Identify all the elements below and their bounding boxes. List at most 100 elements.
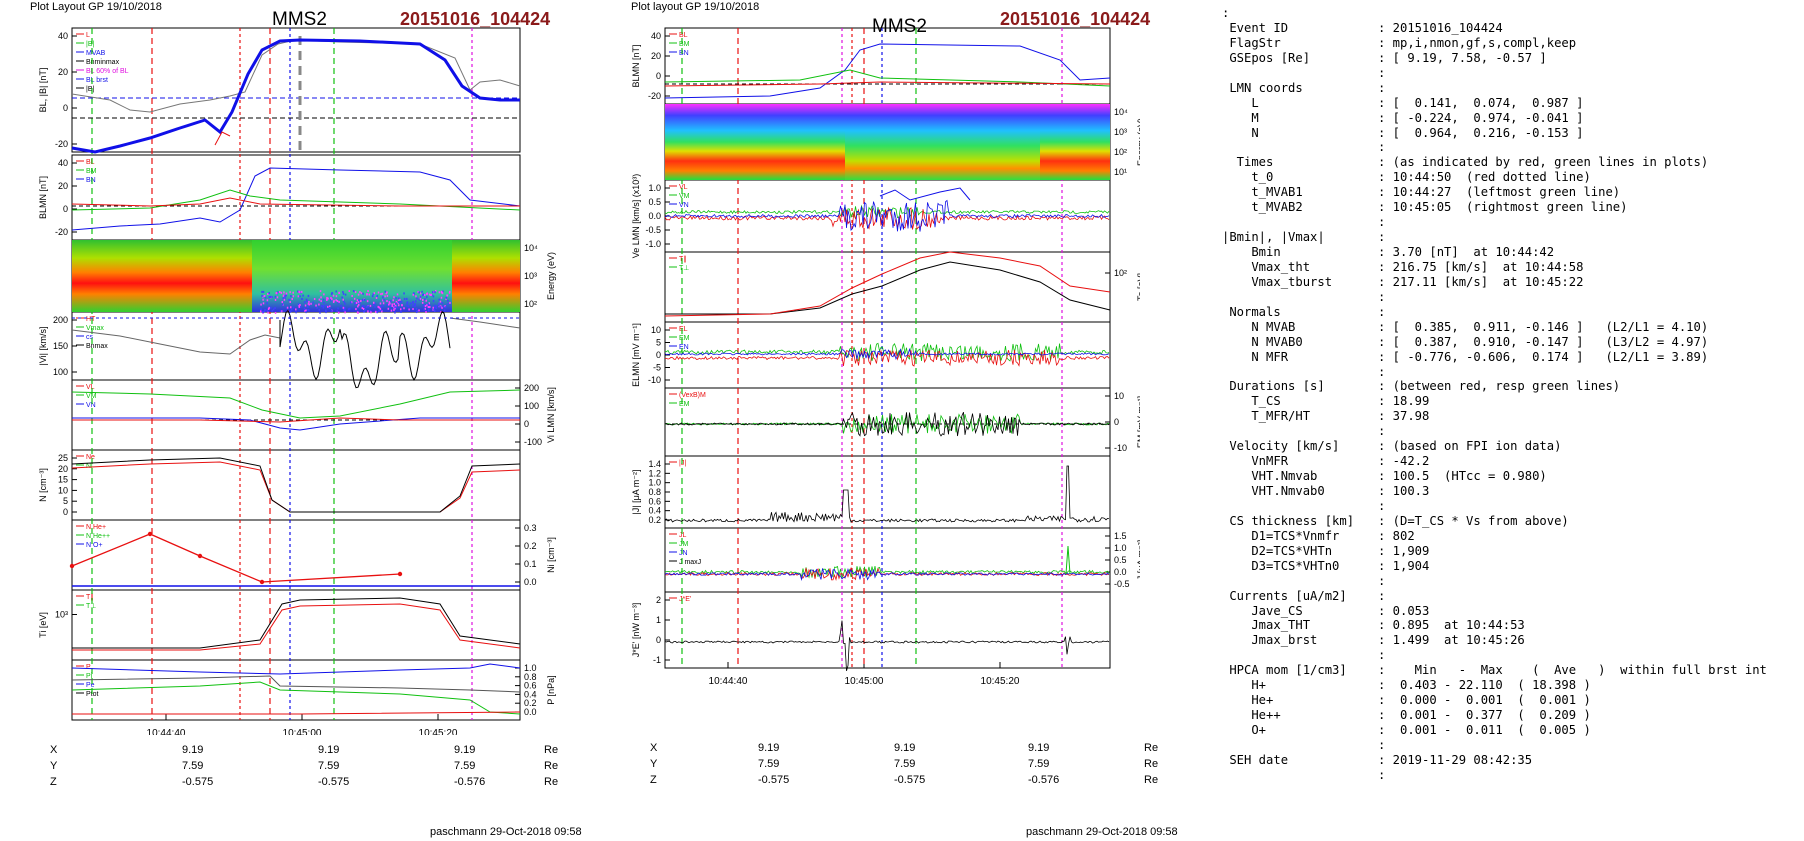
spectrogram-pixel bbox=[363, 298, 366, 301]
position-label: Y bbox=[50, 760, 58, 772]
spectrogram-pixel bbox=[434, 304, 436, 307]
y-tick-label: 10² bbox=[1114, 268, 1127, 278]
spectrogram-pixel bbox=[372, 293, 375, 296]
info-value: : bbox=[1378, 498, 1386, 513]
info-line: FlagStr: mp,i,nmon,gf,s,compl,keep bbox=[1222, 36, 1767, 51]
spectrogram-pixel bbox=[362, 292, 364, 295]
info-value: : 0.000 - 0.001 ( 0.001 ) bbox=[1378, 693, 1591, 708]
spectrogram-pixel bbox=[328, 307, 331, 310]
spectrogram-pixel bbox=[361, 305, 364, 308]
panel-1: 40 20 0 -20 BL, |B| [nT] L |B| MVAB Bnminmax BL 6… bbox=[38, 27, 521, 153]
legend-entry: Bnmax bbox=[86, 343, 108, 350]
y-axis-label: ELMN [mV m⁻¹] bbox=[631, 323, 641, 387]
spectrogram-pixel bbox=[280, 291, 283, 294]
y-tick-label: 1.4 bbox=[648, 459, 661, 469]
spectrogram-pixel bbox=[305, 311, 307, 314]
spectrogram-pixel bbox=[274, 311, 277, 314]
y-tick-label: 200 bbox=[53, 315, 68, 325]
spectrogram-pixel bbox=[421, 301, 424, 304]
info-line: N MVAB0: [ 0.387, 0.910, -0.147 ] (L3/L2… bbox=[1222, 335, 1767, 350]
spectrogram-pixel bbox=[442, 290, 444, 293]
legend-entry: T∥ bbox=[86, 593, 94, 601]
vl-peak bbox=[879, 187, 971, 201]
spectrogram-pixel bbox=[441, 302, 443, 305]
spectrogram-pixel bbox=[307, 306, 309, 309]
spectrogram-pixel bbox=[336, 309, 338, 312]
position-value: 7.59 bbox=[454, 760, 476, 772]
info-line: VnMFR: -42.2 bbox=[1222, 454, 1767, 469]
y-tick-label: 5 bbox=[656, 338, 661, 348]
spectrogram-pixel bbox=[374, 310, 377, 313]
legend-entry: N He+ bbox=[86, 524, 106, 531]
spectrogram-pixel bbox=[432, 308, 434, 311]
spectrogram-pixel bbox=[352, 290, 355, 293]
spectrogram-pixel bbox=[393, 309, 395, 312]
panel-frame bbox=[664, 251, 1111, 323]
position-value: -0.575 bbox=[758, 774, 790, 786]
je-trace bbox=[664, 620, 1110, 672]
info-value: : bbox=[1378, 737, 1386, 752]
b-magnitude-trace bbox=[71, 39, 521, 113]
legend-entry: J*E' bbox=[679, 596, 691, 603]
info-value: : [ 0.141, 0.074, 0.987 ] bbox=[1378, 95, 1584, 110]
t-parallel-trace bbox=[72, 603, 521, 651]
info-line: : bbox=[1222, 6, 1767, 21]
y-tick-label: 150 bbox=[53, 341, 68, 351]
spectrogram-pixel bbox=[371, 295, 374, 298]
info-key: Jave_CS bbox=[1222, 603, 1303, 618]
info-key: L bbox=[1222, 95, 1259, 110]
minor-ion-panel-traces bbox=[69, 531, 520, 587]
spectrogram-pixel bbox=[289, 310, 292, 313]
spectrogram-pixel bbox=[262, 311, 265, 314]
spectrogram-pixel bbox=[298, 305, 301, 308]
left-plot-title: MMS2 bbox=[272, 9, 327, 30]
info-line: T_MFR/HT: 37.98 bbox=[1222, 409, 1767, 424]
spectrogram-pixel bbox=[439, 300, 442, 303]
spectrogram-pixel bbox=[283, 291, 285, 294]
spectrogram-pixel bbox=[316, 306, 318, 309]
position-value: 9.19 bbox=[454, 744, 476, 756]
spectrogram-magnetosheath bbox=[452, 240, 520, 312]
y-tick-label: 1.0 bbox=[648, 478, 661, 488]
info-key: Durations [s] bbox=[1222, 379, 1325, 394]
y-tick-label: 10⁴ bbox=[1114, 107, 1128, 117]
info-line: : bbox=[1222, 648, 1767, 663]
y-tick-label: 0.0 bbox=[524, 577, 537, 587]
info-line: Jmax_brst: 1.499 at 10:45:26 bbox=[1222, 633, 1767, 648]
spectrogram-pixel bbox=[389, 304, 392, 307]
spectrogram-pixel bbox=[322, 298, 325, 301]
spectrogram-pixel bbox=[342, 308, 345, 311]
vi-panel-traces bbox=[71, 309, 521, 389]
spectrogram-pixel bbox=[395, 302, 398, 305]
panel-frame bbox=[71, 379, 521, 451]
bl-trace bbox=[664, 43, 1111, 99]
position-row: Y 7.59 7.59 7.59 Re bbox=[650, 758, 1190, 774]
spectrogram-pixel bbox=[318, 298, 321, 301]
spectrogram-pixel bbox=[445, 297, 447, 300]
spectrogram-pixel bbox=[381, 310, 383, 313]
info-value: : 0.895 at 10:44:53 bbox=[1378, 618, 1525, 633]
info-key: t_MVAB2 bbox=[1222, 200, 1303, 215]
info-key: GSEpos [Re] bbox=[1222, 50, 1311, 65]
spectrogram-pixel bbox=[375, 297, 378, 300]
spectrogram-pixel bbox=[369, 310, 372, 313]
info-value: : 0.001 - 0.011 ( 0.005 ) bbox=[1378, 723, 1591, 737]
spectrogram-pixel bbox=[343, 306, 346, 309]
spectrogram-pixel bbox=[424, 307, 426, 310]
spectrogram-pixel bbox=[444, 306, 447, 309]
info-line: L : [ 0.141, 0.074, 0.987 ] bbox=[1222, 96, 1767, 111]
spectrogram-pixel bbox=[266, 302, 268, 305]
spectrogram-pixel bbox=[267, 292, 269, 295]
en-trace bbox=[664, 349, 1110, 367]
panel-6: 10 0 -10 EM [mV m⁻¹] (VexB)M EM bbox=[664, 387, 1140, 457]
y-tick-label: 0.6 bbox=[648, 496, 661, 506]
spectrogram-pixel bbox=[344, 302, 346, 305]
spectrogram-pixel bbox=[300, 291, 302, 294]
vi-brst-trace bbox=[279, 309, 451, 389]
y-axis-label: BLMN [nT] bbox=[631, 44, 641, 87]
spectrogram-pixel bbox=[372, 304, 375, 307]
spectrogram-pixel bbox=[261, 294, 263, 297]
spectrogram-pixel bbox=[419, 292, 422, 295]
y-tick-label: -0.5 bbox=[645, 225, 661, 235]
